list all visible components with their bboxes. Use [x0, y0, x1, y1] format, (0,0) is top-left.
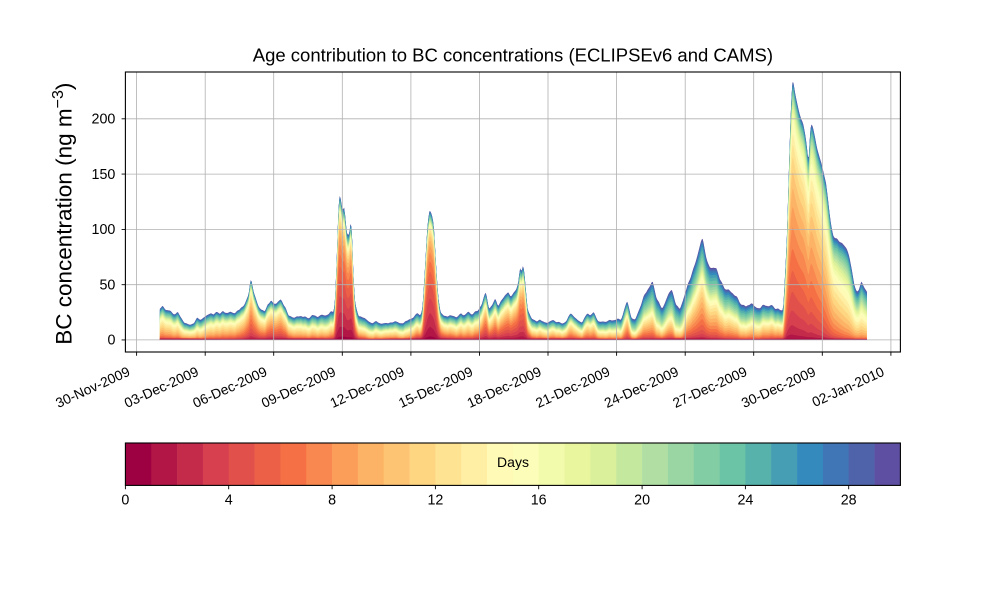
- svg-text:150: 150: [92, 167, 116, 183]
- svg-text:28: 28: [841, 493, 857, 509]
- svg-text:100: 100: [92, 222, 116, 238]
- svg-text:0: 0: [107, 333, 115, 349]
- svg-text:0: 0: [121, 493, 129, 509]
- svg-text:BC concentration (ng m−3): BC concentration (ng m−3): [50, 83, 77, 345]
- svg-text:24: 24: [737, 493, 753, 509]
- svg-text:50: 50: [99, 278, 115, 294]
- svg-text:8: 8: [328, 493, 336, 509]
- svg-text:20: 20: [634, 493, 650, 509]
- svg-text:4: 4: [225, 493, 233, 509]
- svg-text:Days: Days: [497, 454, 529, 470]
- svg-text:12: 12: [427, 493, 443, 509]
- svg-text:16: 16: [531, 493, 547, 509]
- svg-text:Age contribution to BC concent: Age contribution to BC concentrations (E…: [253, 45, 773, 66]
- svg-text:200: 200: [92, 112, 116, 128]
